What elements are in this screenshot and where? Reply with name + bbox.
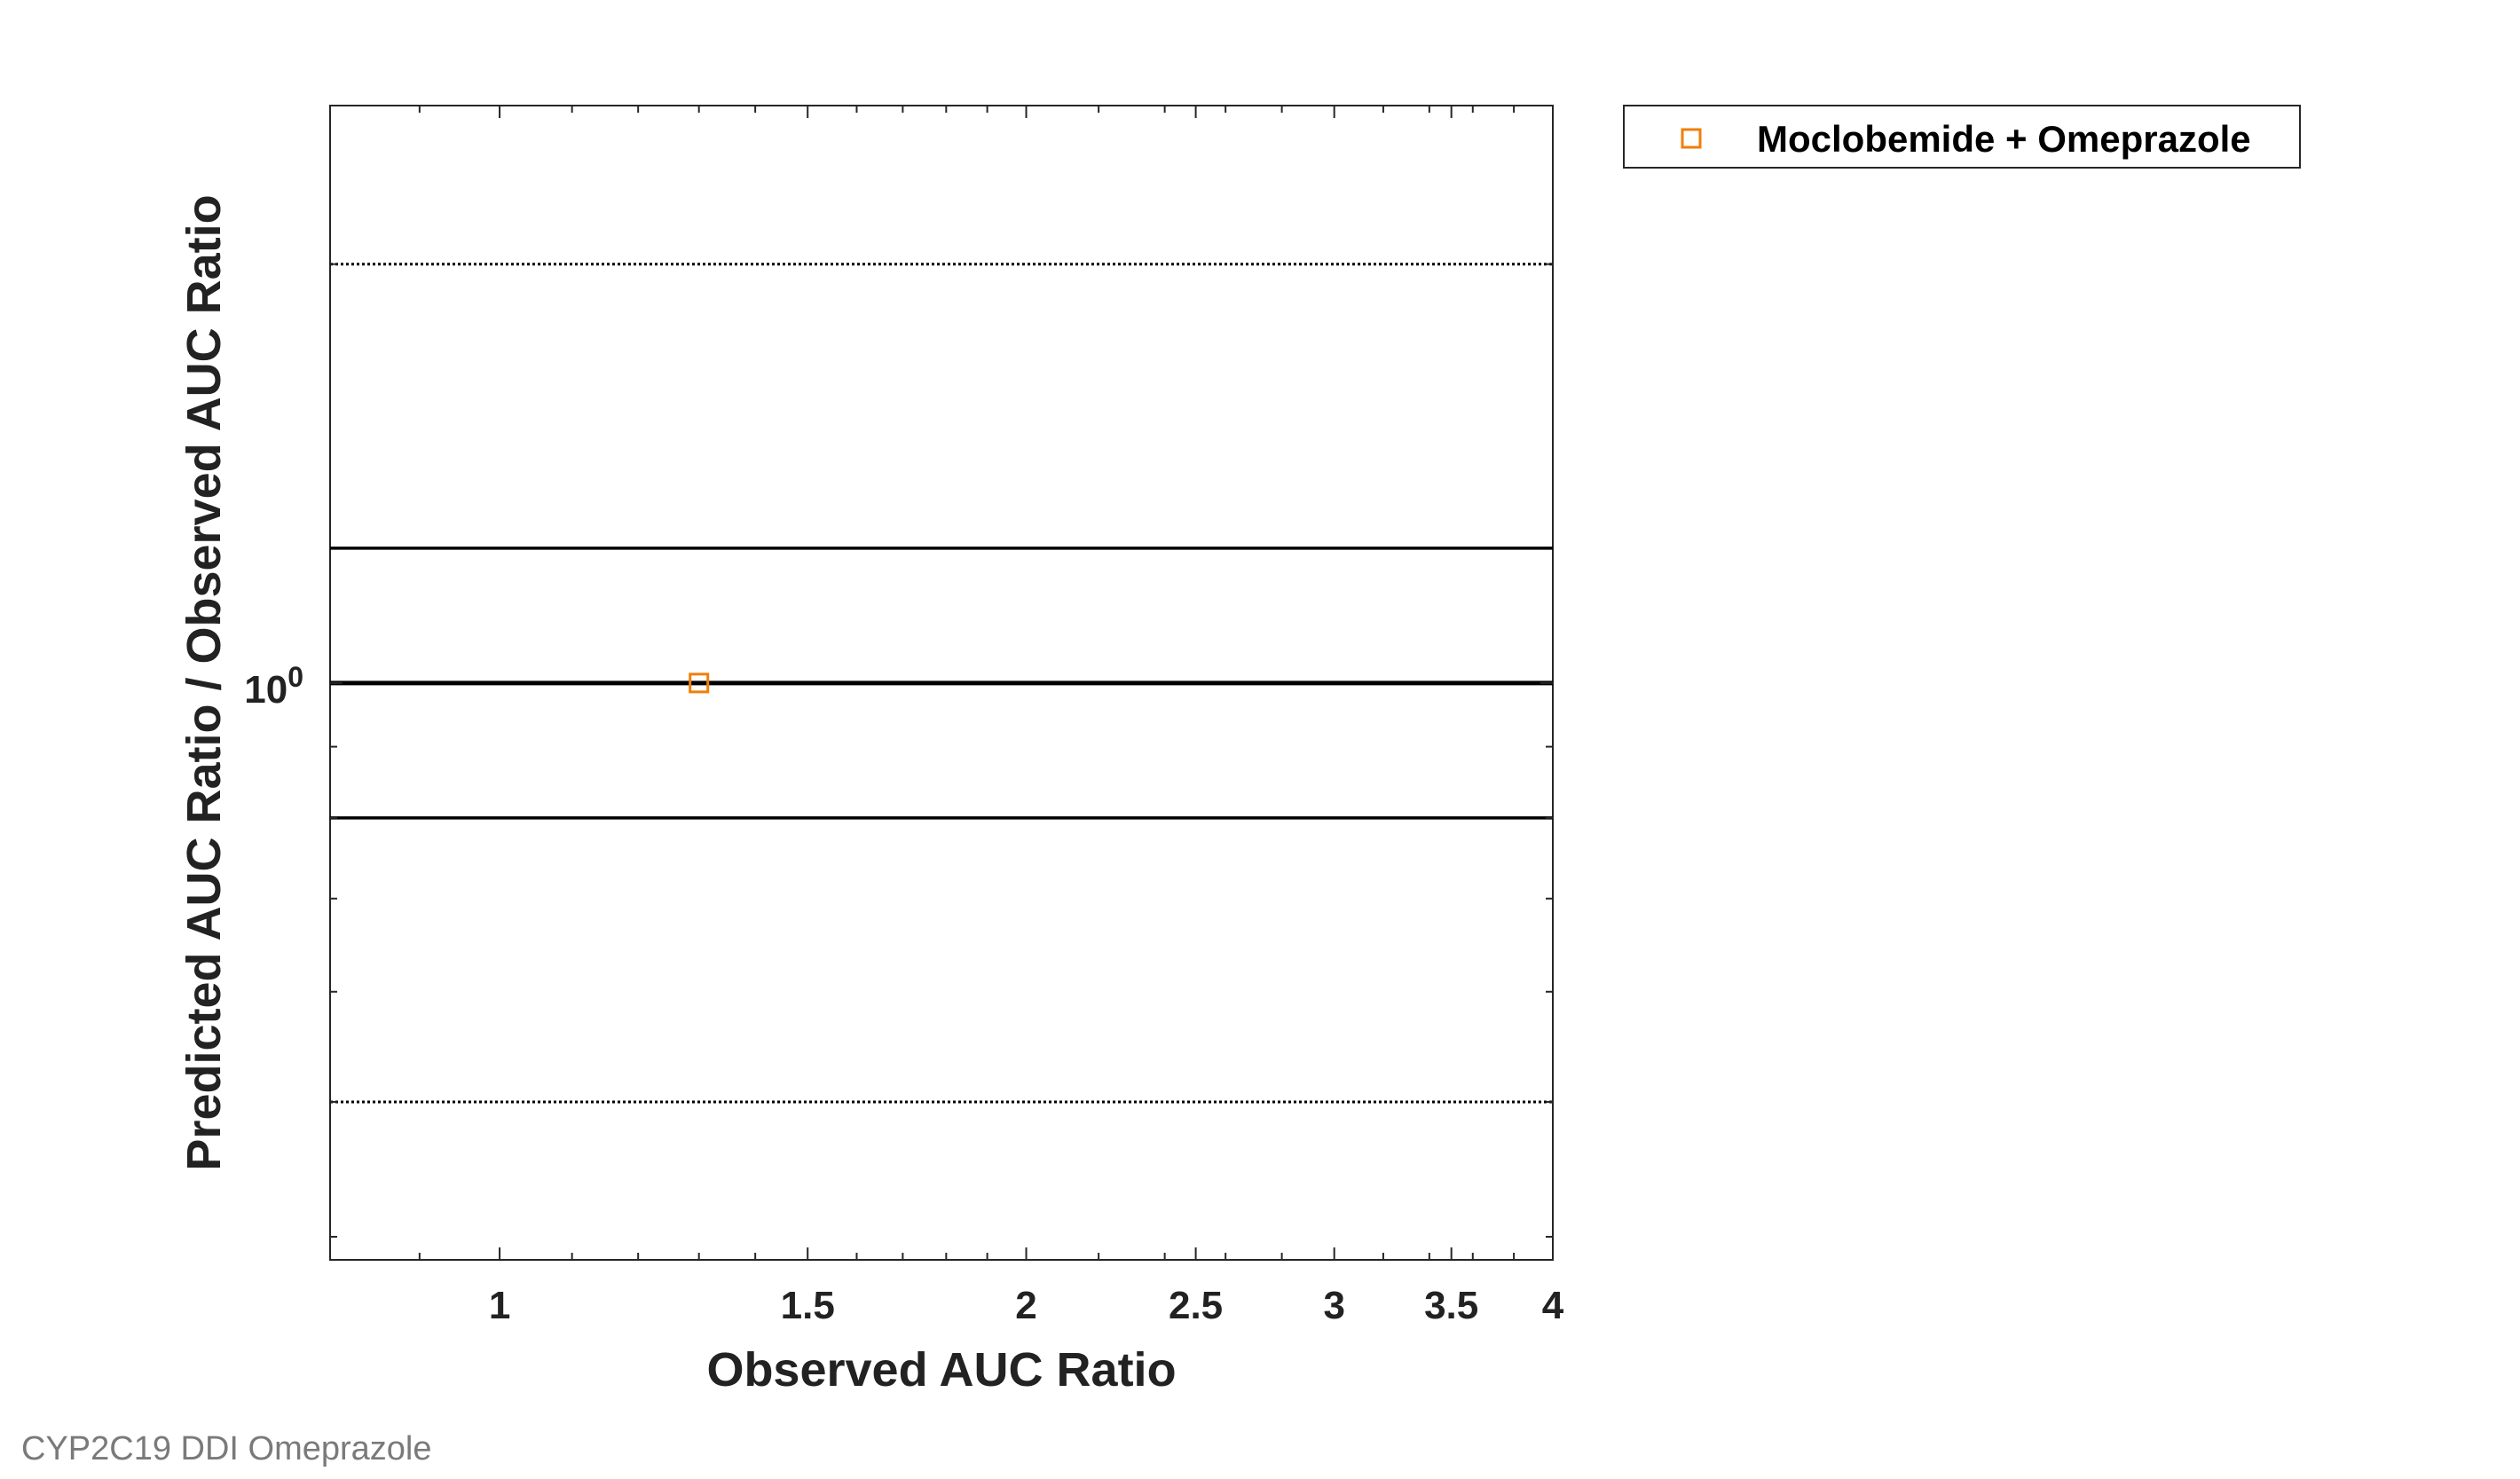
- y-tick-label: 100: [244, 661, 303, 712]
- x-tick-label: 2.5: [1169, 1284, 1223, 1327]
- legend-label: Moclobemide + Omeprazole: [1757, 118, 2251, 160]
- footer-caption: CYP2C19 DDI Omeprazole: [21, 1430, 432, 1468]
- y-axis-label: Predicted AUC Ratio / Observed AUC Ratio: [177, 194, 231, 1170]
- legend: Moclobemide + Omeprazole: [1624, 106, 2300, 168]
- x-tick-label: 4: [1542, 1284, 1564, 1327]
- y-tick-label-exponent: 0: [287, 661, 303, 693]
- x-tick-label: 3.5: [1424, 1284, 1478, 1327]
- plot-area: [330, 106, 1553, 1260]
- x-tick-label: 3: [1323, 1284, 1344, 1327]
- x-tick-label: 2: [1015, 1284, 1036, 1327]
- axis-labels: 1 1.5 2 2.5 3 3.5 4 100 Observed AUC Ratio Predic…: [177, 194, 1564, 1396]
- y-tick-label-base: 10: [244, 668, 287, 712]
- x-tick-label: 1: [489, 1284, 510, 1327]
- x-tick-label: 1.5: [781, 1284, 835, 1327]
- x-axis-label: Observed AUC Ratio: [706, 1343, 1176, 1396]
